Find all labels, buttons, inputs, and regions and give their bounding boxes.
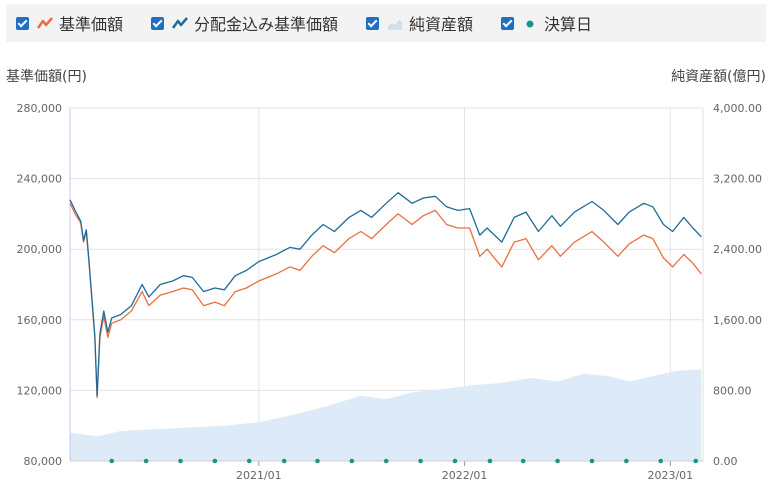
legend-item-net-assets[interactable]: 純資産額	[366, 11, 473, 35]
settlement-date-marker	[246, 458, 252, 464]
legend-item-nav-with-dividends[interactable]: 分配金込み基準価額	[151, 11, 338, 35]
settlement-date-marker	[109, 458, 115, 464]
y-tick-label: 160,000	[17, 314, 63, 327]
settlement-date-marker	[281, 458, 287, 464]
y-tick-label: 80,000	[24, 455, 63, 468]
settlement-date-marker	[212, 458, 218, 464]
settlement-date-marker	[315, 458, 320, 464]
y2-tick-label: 4,000.00	[713, 102, 762, 115]
legend-label: 決算日	[544, 15, 593, 34]
settlement-date-marker	[349, 458, 355, 464]
settlement-date-marker	[178, 458, 183, 464]
series-line-nav-with-dividends	[69, 192, 702, 397]
settlement-date-marker	[589, 458, 595, 464]
series-line-nav	[69, 203, 702, 399]
x-tick-label: 2023/01	[647, 469, 693, 482]
legend-item-nav[interactable]: 基準価額	[16, 11, 123, 35]
checkbox-icon[interactable]	[366, 16, 380, 30]
line-chart-icon	[37, 15, 53, 31]
y2-tick-label: 0.00	[713, 455, 738, 468]
y-tick-label: 120,000	[17, 384, 63, 397]
settlement-date-marker	[520, 458, 526, 464]
checkbox-icon[interactable]	[151, 16, 165, 30]
settlement-date-marker	[658, 458, 664, 464]
y2-tick-label: 800.00	[713, 384, 752, 397]
area-net-assets	[70, 369, 702, 461]
x-tick-label: 2022/01	[442, 469, 488, 482]
settlement-date-marker	[383, 458, 389, 464]
settlement-date-marker	[418, 458, 423, 464]
y-axis-title-left: 基準価額(円)	[6, 69, 87, 85]
legend-label: 分配金込み基準価額	[194, 15, 339, 34]
legend-label: 純資産額	[409, 15, 474, 34]
y-axis-title-right: 純資産額(億円)	[671, 69, 766, 85]
settlement-date-marker	[143, 458, 149, 464]
area-chart-icon	[387, 15, 403, 31]
y-tick-label: 200,000	[17, 243, 63, 256]
y2-tick-label: 1,600.00	[713, 314, 762, 327]
y-tick-label: 240,000	[17, 173, 63, 186]
legend-label: 基準価額	[59, 15, 124, 34]
y-tick-label: 280,000	[17, 102, 63, 115]
x-tick-label: 2021/01	[236, 469, 282, 482]
y2-tick-label: 3,200.00	[713, 173, 762, 186]
settlement-date-marker	[487, 458, 493, 464]
y2-tick-label: 2,400.00	[713, 243, 762, 256]
settlement-date-marker	[555, 458, 560, 464]
chart-legend: 基準価額 分配金込み基準価額 純資産額 決算日	[6, 4, 766, 42]
checkbox-icon[interactable]	[501, 16, 515, 30]
legend-item-settlement-date[interactable]: 決算日	[501, 11, 592, 35]
settlement-date-marker	[624, 458, 629, 464]
settlement-date-marker	[693, 458, 698, 464]
checkbox-icon[interactable]	[16, 16, 29, 30]
settlement-date-marker	[452, 458, 458, 464]
line-chart-icon	[172, 15, 188, 31]
dot-icon	[522, 15, 538, 31]
